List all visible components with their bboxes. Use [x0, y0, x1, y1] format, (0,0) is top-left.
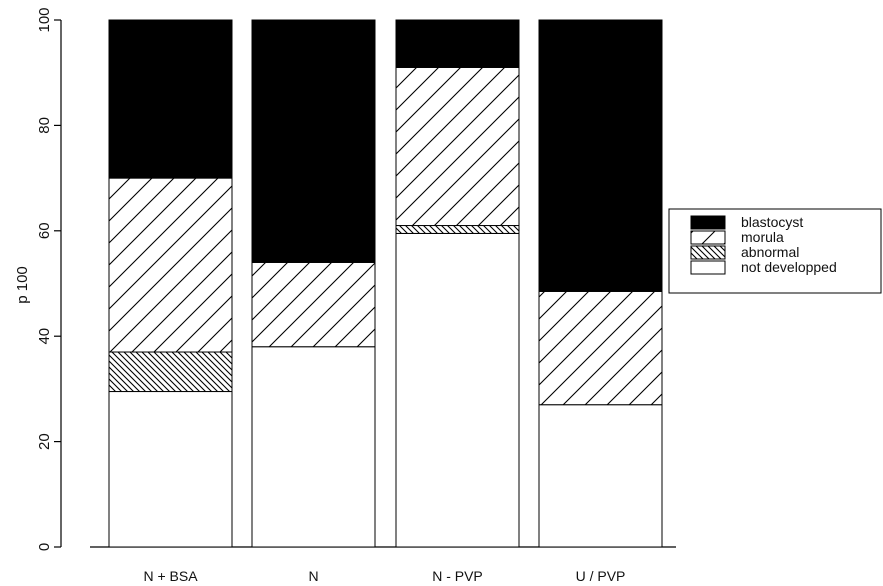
legend-swatch-blastocyst — [691, 216, 725, 229]
bar-segment-blastocyst — [109, 20, 232, 178]
bar-segment-morula — [109, 178, 232, 352]
bar-segment-blastocyst — [396, 20, 519, 67]
bar-stack — [539, 20, 662, 547]
category-label: N — [308, 568, 318, 584]
y-tick-label: 40 — [36, 328, 53, 345]
bar-segment-not-developped — [109, 392, 232, 547]
bar-segment-morula — [539, 291, 662, 404]
bar-stack — [396, 20, 519, 547]
legend-swatch-morula — [691, 231, 725, 244]
legend-label: morula — [741, 229, 784, 245]
category-label: N + BSA — [143, 568, 198, 584]
bar-segment-abnormal — [109, 352, 232, 392]
bar-segment-not-developped — [252, 347, 375, 547]
legend-label: blastocyst — [741, 214, 803, 230]
bar-segment-abnormal — [396, 226, 519, 234]
y-tick-label: 100 — [36, 7, 53, 32]
bar-segment-blastocyst — [539, 20, 662, 291]
bar-stack — [252, 20, 375, 547]
bar-stack — [109, 20, 232, 547]
bars — [109, 20, 662, 547]
bar-segment-not-developped — [396, 233, 519, 547]
category-labels: N + BSA N N - PVP U / PVP — [143, 568, 625, 584]
y-tick-label: 80 — [36, 117, 53, 134]
bar-segment-not-developped — [539, 405, 662, 547]
legend-label: abnormal — [741, 244, 799, 260]
y-tick-label: 0 — [36, 543, 53, 551]
legend-swatch-abnormal — [691, 246, 725, 259]
bar-segment-morula — [252, 262, 375, 346]
category-label: U / PVP — [576, 568, 626, 584]
legend-label: not developped — [741, 259, 837, 275]
legend-swatch-not-developped — [691, 261, 725, 274]
y-tick-label: 20 — [36, 433, 53, 450]
bar-segment-blastocyst — [252, 20, 375, 262]
bar-segment-morula — [396, 67, 519, 225]
category-label: N - PVP — [432, 568, 483, 584]
y-axis-title: p 100 — [14, 266, 31, 304]
y-tick-label: 60 — [36, 222, 53, 239]
